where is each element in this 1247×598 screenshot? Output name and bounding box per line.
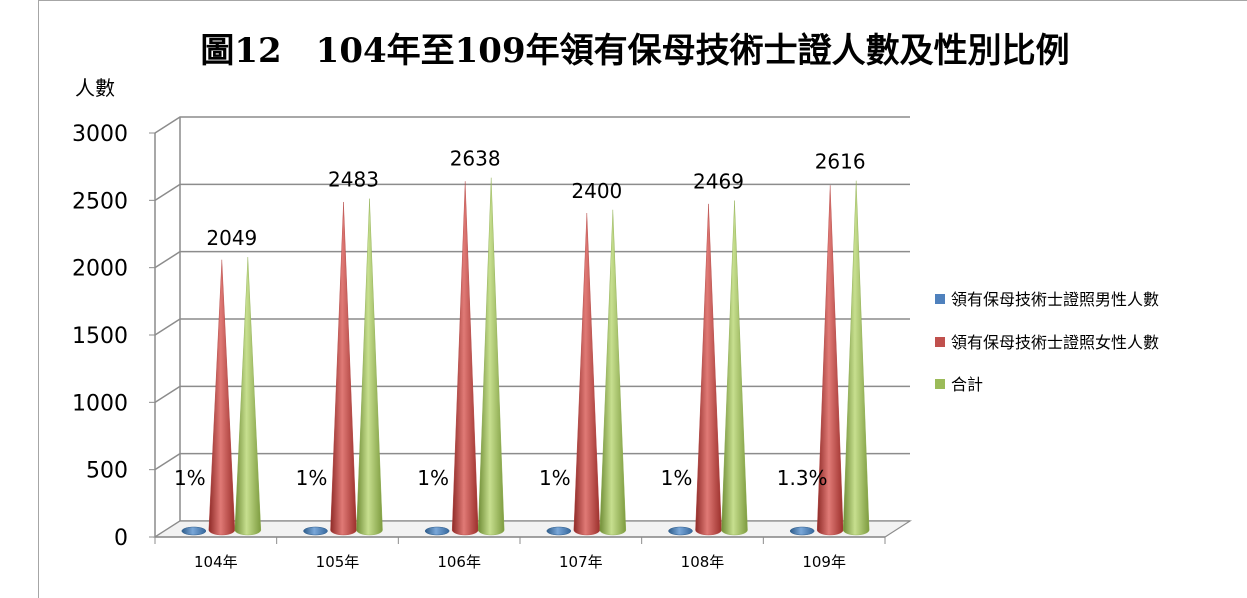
cone-total [842,180,870,536]
total-value-label: 2469 [693,170,744,194]
y-tick-label: 1500 [72,324,128,349]
legend-swatch-male [935,294,945,304]
total-value-label: 2483 [328,168,379,192]
total-value-label: 2638 [450,147,501,171]
legend-label-male: 領有保母技術士證照男性人數 [951,290,1159,309]
male-percent-label: 1% [417,466,449,490]
gridline [154,116,910,134]
gridline [154,318,910,336]
cone-male [546,526,572,536]
y-axis-label: 人數 [75,76,115,100]
y-tick-label: 1000 [72,391,128,416]
legend-label-female: 領有保母技術士證照女性人數 [951,333,1159,352]
male-percent-label: 1.3% [777,466,828,490]
cone-male [789,526,815,536]
cone-female [208,259,236,536]
cone-total [234,257,262,536]
x-tick-label: 104年 [194,553,238,571]
cone-total [599,209,627,536]
y-tick-label: 500 [86,459,128,484]
x-tick-label: 107年 [559,553,603,571]
male-percent-label: 1% [296,466,328,490]
total-value-label: 2400 [571,179,622,203]
legend: 領有保母技術士證照男性人數 領有保母技術士證照女性人數 合計 [935,290,1159,394]
total-value-label: 2616 [815,150,866,174]
male-percent-label: 1% [174,466,206,490]
legend-swatch-female [935,337,945,347]
x-tick-label: 105年 [316,553,360,571]
y-tick-label: 2000 [72,257,128,282]
cone-total [721,200,748,536]
cone-female [695,203,722,536]
cone-female [573,213,601,536]
x-tick-label: 108年 [681,553,725,571]
chart-marks [181,177,870,536]
x-tick-label: 109年 [802,553,846,571]
y-tick-label: 3000 [72,122,128,147]
cone-female [451,181,479,536]
gridline [154,250,910,269]
legend-label-total: 合計 [951,375,983,394]
y-tick-label: 0 [114,526,128,551]
legend-swatch-total [935,379,945,389]
cone-male [303,526,328,536]
cone-male [181,526,207,536]
cone-male [424,526,450,536]
x-tick-labels: 104年 105年 106年 107年 108年 109年 [194,553,846,571]
cone-male [668,526,693,536]
male-percent-label: 1% [539,466,571,490]
total-value-label: 2049 [206,226,257,250]
cone-total [356,198,383,536]
gridline [154,183,910,201]
x-tick-label: 106年 [437,553,481,571]
cone-total [477,177,505,536]
y-tick-label: 2500 [72,189,128,214]
chart-frame [38,0,1247,598]
y-tick-labels: 0 500 1000 1500 2000 2500 3000 [72,122,128,551]
chart-title: 圖12 104年至109年領有保母技術士證人數及性別比例 [200,31,1069,71]
male-percent-label: 1% [661,466,693,490]
data-labels: 1% 2049 1% 2483 1% 2638 1% 2400 1% 2469 1.3% 2616 [174,147,866,490]
gridline [154,385,910,403]
